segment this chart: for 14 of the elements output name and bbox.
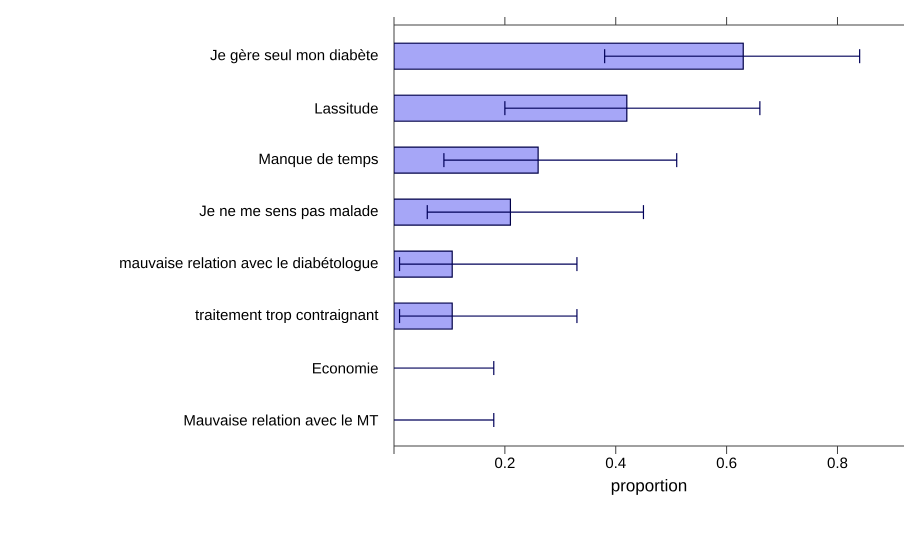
y-tick-label: Manque de temps (260, 153, 378, 168)
y-tick-label: Lassitude (316, 102, 378, 114)
y-tick-label: Economie (313, 362, 378, 374)
y-tick-label: Mauvaise relation avec le MT (184, 414, 378, 426)
x-tick-label: 0.6 (716, 458, 736, 468)
y-tick-label: Je ne me sens pas malade (199, 205, 378, 220)
y-tick-label: Je gère seul mon diabète (210, 49, 378, 64)
x-axis-title: proportion (612, 478, 686, 495)
y-tick-label: traitement trop contraignant (195, 309, 378, 324)
bar (394, 42, 744, 70)
y-tick-label: mauvaise relation avec le diabétologue (120, 257, 378, 272)
x-tick-label: 0.8 (828, 458, 848, 468)
x-tick-label: 0.4 (606, 458, 626, 468)
x-tick-label: 0.2 (495, 458, 515, 468)
